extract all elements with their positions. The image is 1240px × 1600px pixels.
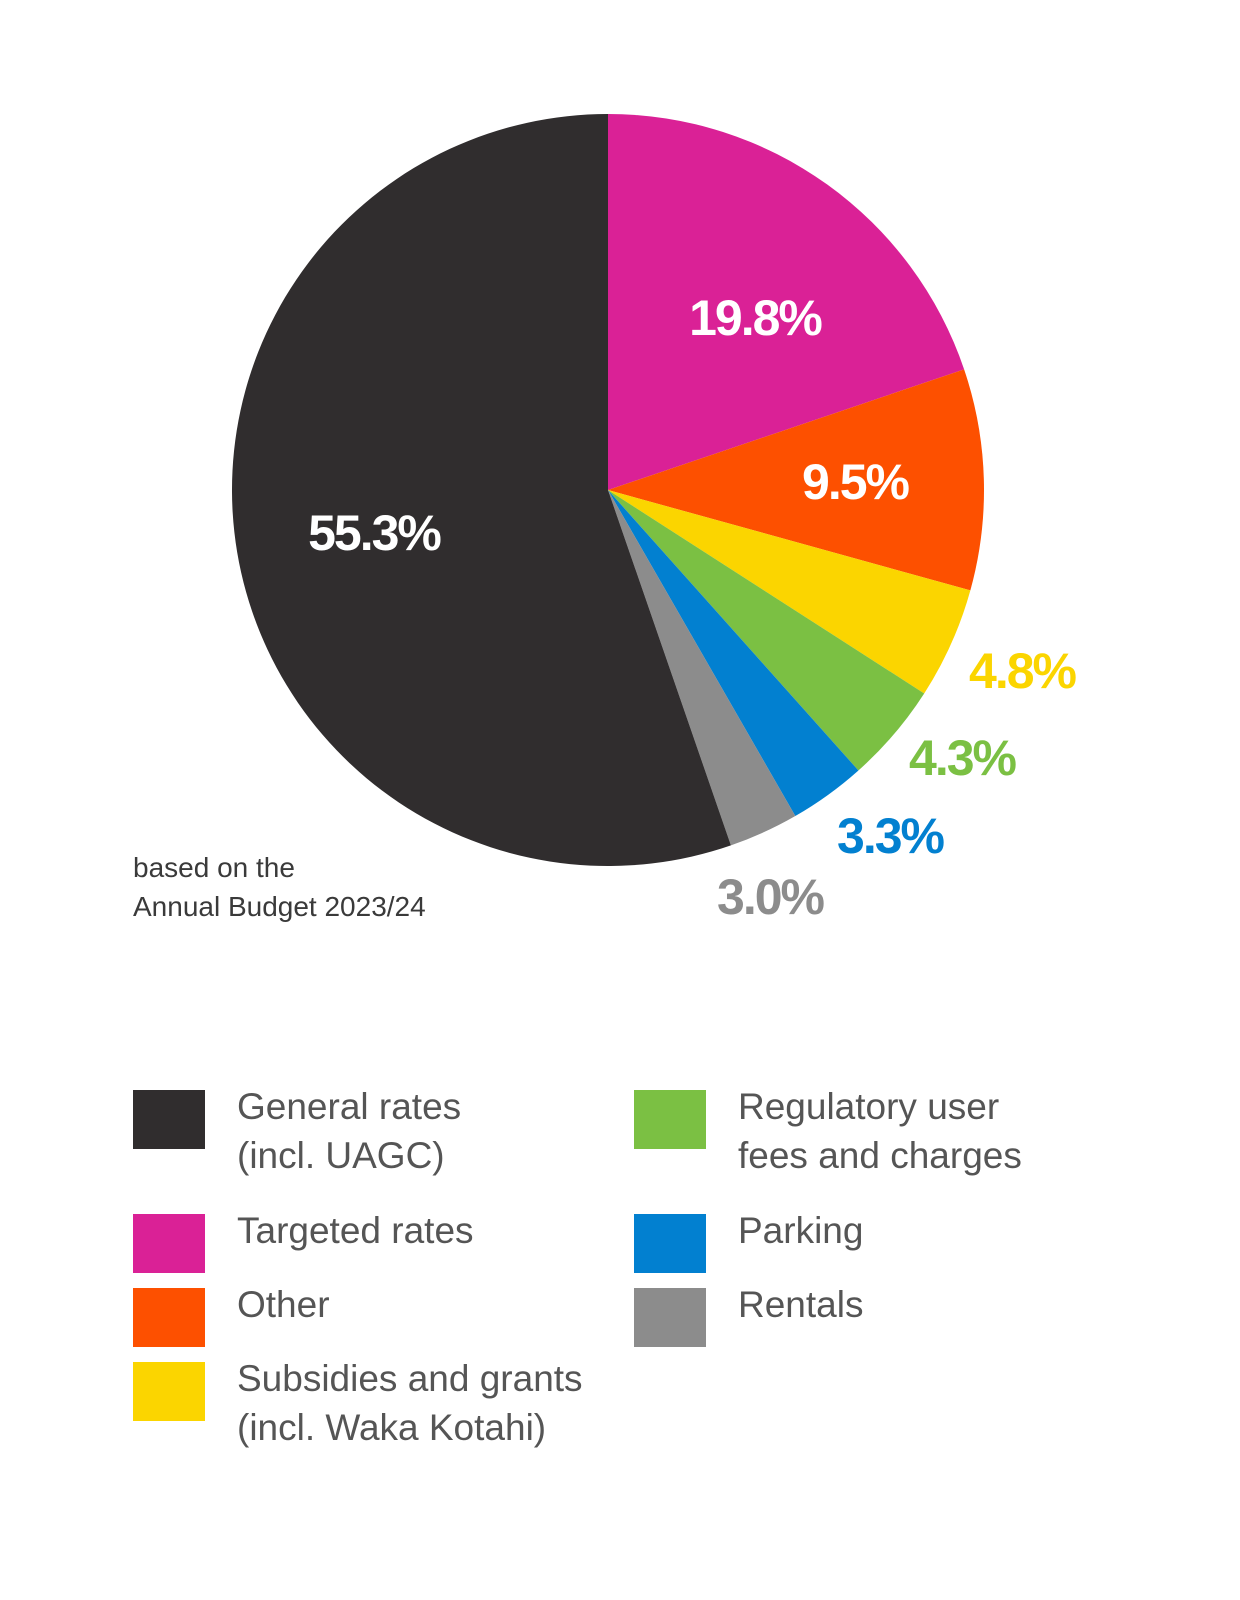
legend-label: Regulatory user fees and charges [738,1086,1022,1176]
note-line-2: Annual Budget 2023/24 [133,891,426,922]
pie-slice-subsidies [608,490,971,694]
pie-slice-other [608,369,985,591]
legend-swatch [634,1214,706,1273]
legend-label: Parking [738,1210,864,1251]
slice-label-targeted-rates: 19.8% [689,290,822,346]
legend-swatch [133,1288,205,1347]
legend-label: Other [237,1284,330,1325]
pie-slice-general-rates [231,113,731,866]
legend-swatch [634,1288,706,1347]
slice-label-subsidies: 4.8% [969,643,1077,699]
pie-chart: 19.8% 9.5% 4.8% 4.3% 3.3%3.0% 55.3% [231,113,1079,925]
pie-slice-rentals [608,490,796,846]
legend-label: Subsidies and grants (incl. Waka Kotahi) [237,1358,583,1448]
legend-swatch [133,1362,205,1421]
legend-swatch [133,1090,205,1149]
note-line-1: based on the [133,852,295,883]
slice-label-other: 9.5% [802,454,910,510]
slice-label-parking: 3.3% [837,808,945,864]
legend-label: General rates (incl. UAGC) [237,1086,462,1176]
legend-swatch [634,1090,706,1149]
legend-label: Rentals [738,1284,864,1325]
chart-note: based on the Annual Budget 2023/24 [133,848,426,926]
legend-label: Targeted rates [237,1210,474,1251]
slice-label-rentals: 3.0% [717,869,825,925]
pie-slice-targeted-rates [608,114,965,490]
pie-slice-parking [608,490,859,817]
slice-label-regulatory: 4.3% [909,730,1017,786]
slice-label-general-rates: 55.3% [308,505,441,561]
pie-slice-regulatory [608,490,925,771]
legend-swatch [133,1214,205,1273]
